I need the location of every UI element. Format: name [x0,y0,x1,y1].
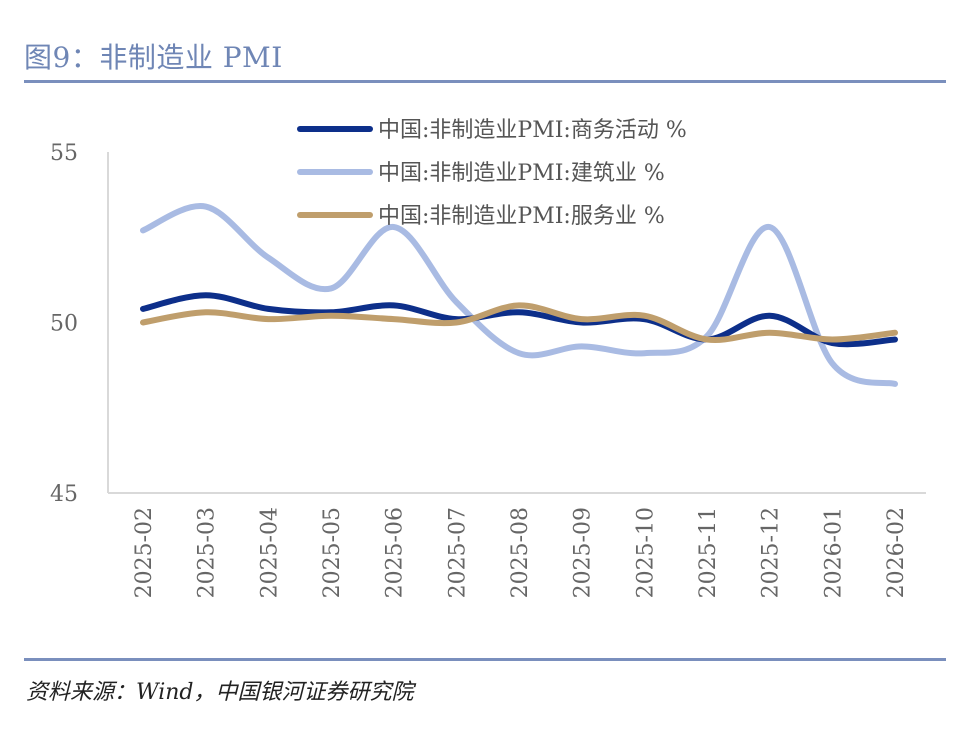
x-tick-label: 2025-02 [132,507,157,598]
source-note: 资料来源：Wind，中国银河证券研究院 [26,680,414,705]
legend-label: 中国:非制造业PMI:服务业 % [378,204,665,229]
chart-axes: 45 50 55 2025-02 2025-03 2025-04 2025-05 2025-0… [50,141,926,598]
chart-legend: 中国:非制造业PMI:商务活动 % 中国:非制造业PMI:建筑业 % 中国:非制造业… [297,118,687,229]
x-tick-label: 2025-05 [320,507,345,598]
x-tick-label: 2026-02 [884,507,909,598]
bottom-rule [24,658,946,661]
x-tick-label: 2026-01 [821,507,846,598]
x-tick-label: 2025-04 [257,507,282,598]
x-tick-label: 2025-10 [633,507,658,598]
x-tick-label: 2025-08 [508,507,533,598]
y-tick-label: 50 [50,312,78,337]
series-line-1 [140,292,898,348]
x-tick-label: 2025-11 [696,507,721,598]
x-tick-label: 2025-06 [383,507,408,598]
legend-label: 中国:非制造业PMI:商务活动 % [378,118,687,143]
y-tick-label: 55 [50,141,78,166]
series-line-2 [140,203,898,387]
y-tick-label: 45 [50,482,78,507]
top-rule [24,80,946,83]
x-tick-label: 2025-12 [759,507,784,598]
series-line-3 [140,302,898,344]
x-tick-label: 2025-03 [195,507,220,598]
legend-label: 中国:非制造业PMI:建筑业 % [378,161,665,186]
x-tick-label: 2025-09 [571,507,596,598]
chart-series-layer [140,203,898,387]
x-tick-label: 2025-07 [445,507,470,598]
figure-title: 图9：非制造业 PMI [24,41,283,74]
